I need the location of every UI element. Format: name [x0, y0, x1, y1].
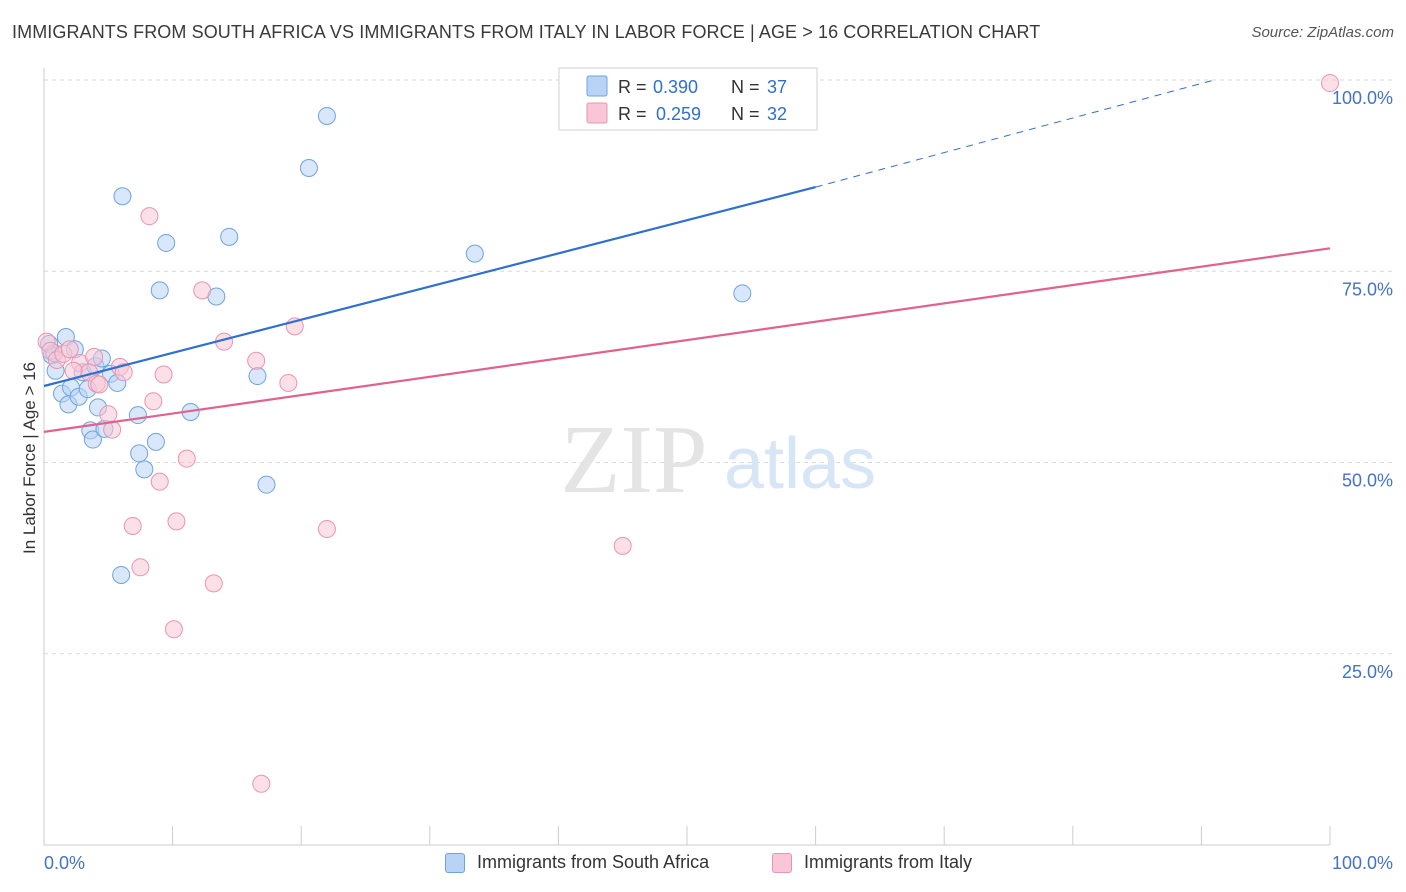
point-south-africa-25: [157, 233, 176, 252]
point-south-africa-23: [146, 432, 165, 451]
legend-swatch-south-africa: [586, 75, 608, 97]
legend-swatch: [772, 852, 792, 873]
legend-n-value-1: 37: [767, 77, 787, 97]
x-tick-label-min: 0.0%: [44, 853, 85, 873]
grid-lines: [44, 79, 1395, 655]
point-south-africa-28: [220, 227, 239, 246]
chart-source: Source: ZipAtlas.com: [1251, 24, 1394, 41]
legend-r-label-1: R =: [618, 77, 647, 97]
y-tick-label-50: 50.0%: [1342, 471, 1393, 491]
point-italy-22: [177, 449, 196, 468]
legend-item-italy[interactable]: Immigrants from Italy: [772, 852, 972, 873]
chart-title: IMMIGRANTS FROM SOUTH AFRICA VS IMMIGRAN…: [12, 22, 1041, 42]
point-south-africa-33: [465, 244, 484, 263]
legend-r-value-1: 0.390: [653, 77, 698, 97]
point-south-africa-12: [83, 430, 102, 449]
point-italy-24: [204, 574, 223, 593]
point-italy-4: [60, 340, 79, 359]
x-tick-label-max: 100.0%: [1332, 853, 1393, 873]
point-south-africa-21: [130, 444, 149, 463]
point-italy-28: [279, 373, 298, 392]
watermark: ZIP atlas: [561, 406, 877, 514]
point-italy-30: [317, 520, 336, 539]
trend-lines: [43, 79, 1331, 433]
watermark-atlas: atlas: [724, 424, 876, 504]
legend-label-italy: Immigrants from Italy: [804, 852, 973, 872]
trend-south-africa-extension: [815, 79, 1215, 188]
point-south-africa-35: [112, 565, 131, 584]
legend-item-south-africa[interactable]: Immigrants from South Africa: [445, 852, 709, 873]
point-south-africa-24: [150, 281, 169, 300]
legend-box: R = 0.390 N = 37 R = 0.259 N = 32: [558, 67, 818, 131]
point-italy-27: [252, 774, 271, 793]
point-italy-7: [85, 347, 104, 366]
point-italy-14: [123, 516, 142, 535]
point-south-africa-32: [317, 106, 336, 125]
point-south-africa-31: [299, 158, 318, 177]
point-italy-9: [90, 375, 109, 394]
point-italy-21: [167, 512, 186, 531]
point-south-africa-29: [248, 367, 267, 386]
point-south-africa-30: [257, 475, 276, 494]
tick-labels: 25.0% 50.0% 75.0% 100.0% 0.0% 100.0%: [44, 88, 1393, 873]
point-italy-18: [150, 472, 169, 491]
point-italy-19: [154, 365, 173, 384]
data-points: [37, 74, 1339, 793]
legend-swatch: [445, 852, 465, 873]
legend-r-value-2: 0.259: [656, 104, 701, 124]
trend-south-africa-segment: [43, 186, 816, 388]
point-italy-32: [1321, 74, 1339, 93]
legend-n-label-1: N =: [731, 77, 760, 97]
legend-label-south-africa: Immigrants from South Africa: [477, 852, 710, 872]
legend-swatch-italy: [586, 102, 608, 124]
watermark-zip: ZIP: [561, 406, 708, 514]
trend-italy-segment: [43, 247, 1331, 433]
point-italy-17: [144, 392, 163, 411]
legend-n-value-2: 32: [767, 104, 787, 124]
point-south-africa-34: [733, 284, 752, 303]
y-tick-label-75: 75.0%: [1342, 279, 1393, 299]
point-italy-16: [140, 207, 159, 226]
point-italy-31: [613, 536, 632, 555]
point-italy-20: [164, 620, 183, 639]
point-south-africa-20: [128, 406, 147, 425]
legend-n-label-2: N =: [731, 104, 760, 124]
y-tick-label-25: 25.0%: [1342, 662, 1393, 682]
legend-r-label-2: R =: [618, 104, 647, 124]
point-italy-13: [114, 363, 133, 382]
axes: [43, 68, 1331, 846]
point-south-africa-22: [135, 460, 154, 479]
bottom-legend: Immigrants from South Africa Immigrants …: [0, 852, 1406, 876]
point-italy-26: [247, 351, 266, 370]
point-south-africa-19: [113, 187, 132, 206]
point-italy-23: [193, 281, 212, 300]
point-italy-15: [131, 558, 150, 577]
y-tick-label-100: 100.0%: [1332, 88, 1393, 108]
point-italy-10: [99, 405, 118, 424]
